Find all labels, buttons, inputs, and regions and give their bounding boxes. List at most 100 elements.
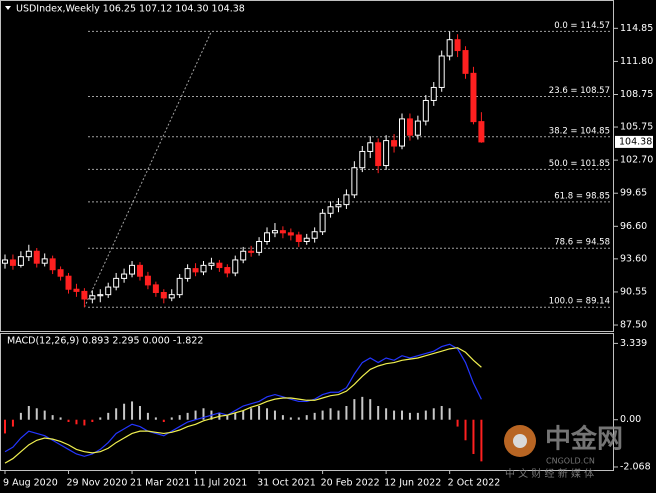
price-panel-frame <box>0 0 614 332</box>
histogram-bar <box>51 415 54 420</box>
histogram-bar <box>258 406 261 420</box>
watermark: 中金网 CNGOLD.CN 中 文 财 经 新 媒 体 <box>504 424 623 480</box>
fib-label: 100.0 = 89.14 <box>549 297 610 307</box>
histogram-bar <box>273 410 276 420</box>
candle-body <box>470 72 477 123</box>
candle-body <box>438 55 445 88</box>
candle-body <box>295 234 302 242</box>
histogram-bar <box>408 412 411 420</box>
candle-body <box>311 231 318 239</box>
y-tick-label: -2.068 <box>620 461 651 472</box>
candle-body <box>240 250 247 261</box>
candle-body <box>422 99 429 122</box>
candle-body <box>478 121 485 143</box>
candle-body <box>343 194 350 206</box>
candle-body <box>25 250 32 258</box>
candle-body <box>335 204 342 208</box>
candle-body <box>430 86 437 101</box>
candle-body <box>271 230 278 234</box>
histogram-bar <box>83 419 86 426</box>
histogram-bar <box>226 415 229 420</box>
histogram-bar <box>170 417 173 420</box>
histogram-bar <box>266 408 269 420</box>
candle-body <box>105 286 112 296</box>
candle-body <box>57 269 64 277</box>
price-title: USDIndex,Weekly 106.25 107.12 104.30 104… <box>16 4 245 15</box>
candle-body <box>287 232 294 236</box>
histogram-bar <box>131 401 134 420</box>
histogram-bar <box>43 410 46 420</box>
candle-body <box>454 39 461 52</box>
histogram-bar <box>424 410 427 420</box>
histogram-bar <box>345 406 348 420</box>
candle-body <box>160 291 167 299</box>
candle-body <box>367 142 374 152</box>
candle-body <box>2 259 8 264</box>
candle-body <box>208 262 215 266</box>
candle-body <box>129 264 136 275</box>
candle-body <box>248 250 255 253</box>
candle-body <box>359 150 366 169</box>
histogram-bar <box>115 408 118 420</box>
histogram-bar <box>281 415 284 420</box>
histogram-bar <box>329 408 332 420</box>
candle-body <box>184 268 191 279</box>
histogram-bar <box>146 412 149 420</box>
candle-body <box>264 232 271 242</box>
macd-title: MACD(12,26,9) 0.893 2.295 0.000 -1.822 <box>7 336 203 347</box>
x-tick-label: 2 Oct 2022 <box>448 478 501 489</box>
y-tick-label: 96.60 <box>620 221 647 232</box>
y-tick-label: 111.80 <box>620 56 653 67</box>
candle-body <box>200 264 207 273</box>
histogram-bar <box>393 410 396 420</box>
histogram-bar <box>472 419 475 454</box>
candle-body <box>375 142 382 167</box>
y-tick-label: 99.65 <box>620 188 647 199</box>
histogram-bar <box>353 399 356 420</box>
y-tick-label: 0.00 <box>620 414 641 425</box>
y-tick-label: 108.75 <box>620 89 653 100</box>
histogram-bar <box>138 406 141 420</box>
histogram-bar <box>401 410 403 420</box>
watermark-brand: 中金网 <box>545 424 623 455</box>
x-tick-label: 21 Mar 2021 <box>130 478 190 489</box>
histogram-bar <box>242 410 245 420</box>
candle-body <box>319 212 326 233</box>
candle-body <box>256 240 263 253</box>
candle-body <box>327 206 334 214</box>
histogram-bar <box>4 419 6 434</box>
candle-body <box>17 256 24 266</box>
y-tick-label: 114.85 <box>620 23 653 34</box>
histogram-bar <box>154 417 157 420</box>
candle-body <box>351 167 358 196</box>
histogram-bar <box>35 408 38 420</box>
histogram-bar <box>385 408 388 420</box>
price-tag <box>615 135 653 148</box>
candle-body <box>176 277 183 296</box>
logo-inner <box>513 434 527 448</box>
candle-body <box>406 118 413 136</box>
candle-body <box>414 120 421 136</box>
histogram-bar <box>186 412 189 420</box>
histogram-bar <box>456 419 459 427</box>
candle-body <box>168 294 175 299</box>
histogram-bar <box>361 396 364 420</box>
x-tick-label: 31 Oct 2021 <box>257 478 316 489</box>
x-tick-label: 12 Jun 2022 <box>384 478 441 489</box>
histogram-bar <box>11 419 14 427</box>
histogram-bar <box>202 408 205 420</box>
histogram-bar <box>91 419 94 422</box>
candle-body <box>33 250 40 264</box>
histogram-bar <box>289 417 292 420</box>
candle-body <box>113 277 120 288</box>
candle-body <box>391 140 398 147</box>
histogram-bar <box>337 410 340 420</box>
candle-body <box>73 288 80 292</box>
fib-label: 78.6 = 94.58 <box>554 238 610 248</box>
histogram-bar <box>123 403 126 420</box>
candle-body <box>399 118 405 147</box>
candle-body <box>216 262 223 269</box>
candle-body <box>152 284 159 293</box>
